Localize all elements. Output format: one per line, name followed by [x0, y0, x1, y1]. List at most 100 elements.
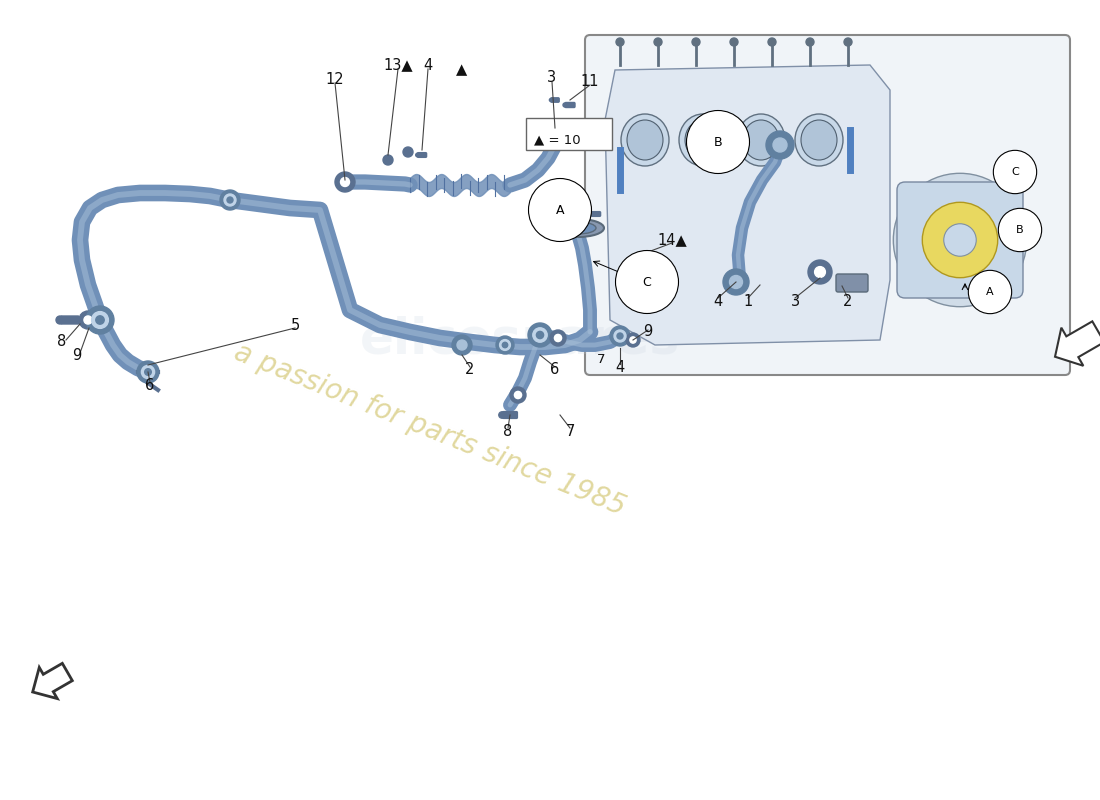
- Circle shape: [766, 131, 794, 159]
- Text: 6: 6: [550, 362, 560, 378]
- Ellipse shape: [801, 120, 837, 160]
- Circle shape: [336, 172, 355, 192]
- Circle shape: [510, 387, 526, 403]
- Circle shape: [227, 197, 233, 203]
- Circle shape: [922, 202, 998, 278]
- Circle shape: [383, 155, 393, 165]
- Text: 4: 4: [615, 361, 625, 375]
- Text: 9: 9: [73, 347, 81, 362]
- Circle shape: [532, 328, 547, 342]
- Ellipse shape: [621, 114, 669, 166]
- Text: 8: 8: [57, 334, 67, 350]
- Text: 14▲: 14▲: [657, 233, 686, 247]
- Circle shape: [730, 38, 738, 46]
- Circle shape: [56, 316, 64, 324]
- Text: A: A: [987, 287, 993, 297]
- Circle shape: [403, 147, 412, 157]
- FancyBboxPatch shape: [417, 153, 427, 158]
- FancyBboxPatch shape: [896, 182, 1023, 298]
- Circle shape: [549, 98, 552, 102]
- Circle shape: [91, 312, 109, 328]
- FancyBboxPatch shape: [503, 411, 517, 418]
- Circle shape: [142, 366, 155, 378]
- Circle shape: [145, 369, 152, 375]
- Text: 9: 9: [644, 325, 652, 339]
- Text: B: B: [1016, 225, 1024, 235]
- Circle shape: [553, 212, 558, 216]
- Circle shape: [496, 336, 514, 354]
- Text: 4: 4: [424, 58, 432, 73]
- FancyBboxPatch shape: [60, 316, 79, 324]
- Text: 3: 3: [791, 294, 800, 310]
- FancyBboxPatch shape: [565, 102, 575, 107]
- Circle shape: [616, 38, 624, 46]
- Text: 12: 12: [326, 73, 344, 87]
- Circle shape: [610, 326, 630, 346]
- Text: B: B: [714, 135, 723, 149]
- Text: C: C: [1011, 167, 1019, 177]
- Circle shape: [590, 212, 593, 216]
- Circle shape: [515, 391, 521, 398]
- Text: elicospares: elicospares: [360, 316, 680, 364]
- Circle shape: [844, 38, 852, 46]
- Circle shape: [528, 323, 552, 347]
- Circle shape: [416, 154, 419, 157]
- Text: 7: 7: [597, 353, 605, 366]
- Text: 6: 6: [145, 378, 155, 393]
- Circle shape: [630, 337, 636, 343]
- Text: 3: 3: [548, 70, 557, 86]
- Text: a passion for parts since 1985: a passion for parts since 1985: [230, 338, 630, 522]
- FancyBboxPatch shape: [592, 212, 601, 216]
- Circle shape: [341, 178, 350, 186]
- Circle shape: [86, 306, 114, 334]
- Polygon shape: [605, 65, 890, 345]
- Circle shape: [729, 275, 743, 289]
- Ellipse shape: [627, 120, 663, 160]
- Polygon shape: [1055, 322, 1100, 366]
- Circle shape: [138, 361, 160, 383]
- Text: ▲ = 10: ▲ = 10: [534, 133, 581, 146]
- Ellipse shape: [742, 120, 779, 160]
- Circle shape: [768, 38, 776, 46]
- Text: 13▲: 13▲: [383, 58, 412, 73]
- Circle shape: [806, 38, 814, 46]
- FancyBboxPatch shape: [556, 212, 564, 216]
- FancyBboxPatch shape: [585, 35, 1070, 375]
- Ellipse shape: [795, 114, 843, 166]
- Circle shape: [224, 194, 236, 206]
- Ellipse shape: [541, 122, 575, 134]
- Circle shape: [614, 330, 626, 342]
- Circle shape: [537, 331, 543, 338]
- Circle shape: [498, 412, 505, 418]
- Ellipse shape: [679, 114, 727, 166]
- Text: 8: 8: [504, 425, 513, 439]
- Text: 1: 1: [744, 294, 752, 310]
- Circle shape: [808, 260, 832, 284]
- Polygon shape: [33, 663, 73, 698]
- Text: 11: 11: [581, 74, 600, 90]
- Circle shape: [944, 224, 976, 256]
- Ellipse shape: [552, 219, 604, 237]
- Circle shape: [499, 339, 510, 350]
- FancyBboxPatch shape: [551, 98, 559, 102]
- Text: 2: 2: [844, 294, 852, 310]
- Circle shape: [550, 330, 566, 346]
- FancyBboxPatch shape: [526, 118, 612, 150]
- Text: 5: 5: [290, 318, 299, 333]
- Circle shape: [626, 333, 640, 347]
- Circle shape: [617, 333, 623, 339]
- Ellipse shape: [737, 114, 785, 166]
- Text: A: A: [556, 203, 564, 217]
- Ellipse shape: [560, 222, 596, 234]
- Circle shape: [79, 311, 97, 329]
- Circle shape: [452, 335, 472, 355]
- Circle shape: [654, 38, 662, 46]
- Circle shape: [456, 340, 468, 350]
- Circle shape: [96, 316, 104, 324]
- Circle shape: [220, 190, 240, 210]
- Text: 2: 2: [465, 362, 475, 378]
- Circle shape: [563, 103, 566, 107]
- Text: C: C: [642, 275, 651, 289]
- Circle shape: [692, 38, 700, 46]
- Circle shape: [893, 174, 1026, 306]
